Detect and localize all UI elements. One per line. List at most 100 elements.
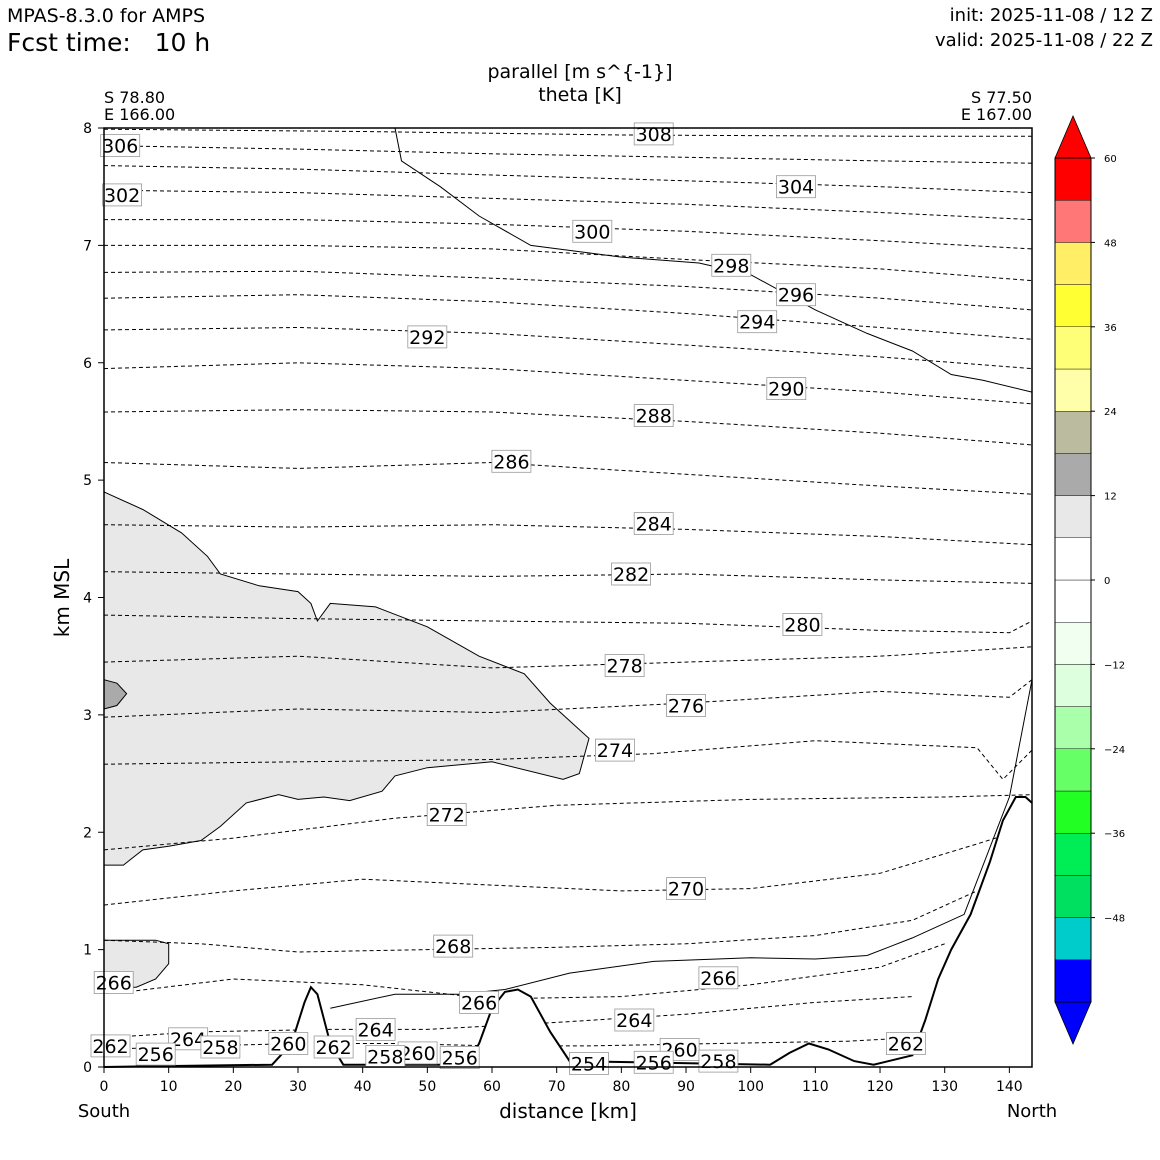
theta-label-text: 268 <box>435 936 471 958</box>
theta-label-text: 308 <box>636 124 672 146</box>
theta-label-text: 262 <box>315 1037 351 1059</box>
theta-label-text: 254 <box>571 1054 607 1076</box>
theta-contour-288 <box>103 409 1033 446</box>
theta-label: 306 <box>100 134 141 158</box>
theta-label-text: 266 <box>96 973 132 995</box>
theta-label-text: 278 <box>606 656 642 678</box>
colorbar-segment <box>1054 157 1092 201</box>
theta-contour-270 <box>103 825 1033 906</box>
theta-label: 288 <box>633 404 674 428</box>
colorbar-segment <box>1054 833 1092 876</box>
colorbar-tick-label: −48 <box>1104 914 1125 925</box>
theta-contour-304 <box>103 165 1033 194</box>
colorbar-segment <box>1054 917 1092 960</box>
y-tick-label: 7 <box>83 238 92 254</box>
theta-label-text: 256 <box>138 1044 174 1066</box>
theta-contour-294 <box>103 294 1033 340</box>
theta-label: 292 <box>407 325 448 349</box>
theta-label-text: 288 <box>636 406 672 428</box>
model-title: MPAS-8.3.0 for AMPS <box>7 5 206 27</box>
theta-label-text: 298 <box>713 255 749 277</box>
theta-label-text: 286 <box>493 451 529 473</box>
colorbar-segment <box>1054 537 1092 581</box>
theta-label: 260 <box>397 1041 438 1065</box>
theta-label-text: 296 <box>778 285 814 307</box>
colorbar-tick-label: −12 <box>1104 660 1125 671</box>
theta-label: 272 <box>426 803 467 827</box>
theta-label: 256 <box>135 1042 176 1066</box>
colorbar-over-triangle <box>1054 114 1092 159</box>
theta-contour-272 <box>103 794 1033 851</box>
theta-label: 286 <box>491 449 532 473</box>
theta-label: 294 <box>737 310 778 334</box>
theta-label-text: 270 <box>668 879 704 901</box>
forecast-time: Fcst time: 10 h <box>7 28 211 57</box>
theta-label-text: 256 <box>442 1048 478 1070</box>
colorbar: 60 48 36 24 12 0 −12 −24 −36 −48 <box>1054 114 1125 1046</box>
colorbar-tick-label: −24 <box>1104 745 1125 756</box>
theta-label: 264 <box>168 1027 209 1051</box>
theta-label-text: 266 <box>461 992 497 1014</box>
theta-contour-278 <box>103 646 1033 669</box>
theta-contour-292 <box>103 326 1033 370</box>
theta-label: 260 <box>268 1032 309 1056</box>
theta-label: 304 <box>776 175 816 199</box>
x-axis: 0 10 20 30 40 50 60 70 80 90 100 110 120 130 140 <box>100 1067 1023 1095</box>
x-tick-label: 140 <box>996 1079 1023 1095</box>
x-tick-label: 70 <box>548 1079 566 1095</box>
y-tick-label: 0 <box>83 1060 92 1076</box>
theta-label: 268 <box>433 934 474 958</box>
theta-label-text: 302 <box>104 185 140 207</box>
theta-label-text: 284 <box>636 514 672 536</box>
theta-contour-280 <box>103 614 1033 634</box>
x-tick-label: 0 <box>100 1079 109 1095</box>
colorbar-segment <box>1054 664 1092 707</box>
y-tick-label: 1 <box>83 943 92 959</box>
colorbar-under-triangle <box>1054 1001 1092 1046</box>
theta-label: 300 <box>572 219 613 243</box>
theta-label: 278 <box>604 654 645 678</box>
theta-label: 258 <box>698 1049 739 1073</box>
theta-label: 296 <box>776 283 816 307</box>
colorbar-segment <box>1054 622 1092 665</box>
colorbar-segment <box>1054 579 1092 623</box>
theta-contour-268 <box>103 890 978 953</box>
theta-label-text: 258 <box>700 1051 736 1073</box>
theta-label: 262 <box>886 1032 926 1056</box>
colorbar-tick-label: 36 <box>1104 323 1117 334</box>
theta-label-text: 258 <box>202 1037 238 1059</box>
theta-contour-274 <box>103 740 1033 781</box>
right-end-lon: E 167.00 <box>961 105 1032 124</box>
colorbar-tick-label: 60 <box>1104 154 1117 165</box>
theta-label-text: 262 <box>92 1036 128 1058</box>
theta-label: 262 <box>313 1035 354 1059</box>
theta-contour-308 <box>103 128 1032 137</box>
theta-contour-282 <box>103 571 1033 584</box>
colorbar-segment <box>1054 706 1092 749</box>
theta-label-text: 258 <box>367 1046 403 1068</box>
colorbar-segment <box>1054 959 1092 1003</box>
colorbar-tick-label: 24 <box>1104 407 1117 418</box>
y-tick-label: 4 <box>83 591 92 607</box>
theta-label: 274 <box>595 738 635 762</box>
theta-label: 256 <box>439 1046 480 1070</box>
theta-label: 290 <box>766 377 807 401</box>
theta-label-text: 282 <box>613 564 649 586</box>
wind-shading-region <box>103 491 590 866</box>
colorbar-segment <box>1054 242 1092 285</box>
theta-label: 258 <box>200 1035 241 1059</box>
colorbar-tick-label: 48 <box>1104 238 1117 249</box>
theta-contour-296 <box>103 270 1033 311</box>
theta-label: 264 <box>355 1018 396 1041</box>
y-axis-label: km MSL <box>50 558 74 637</box>
x-tick-label: 90 <box>677 1079 695 1095</box>
colorbar-segment <box>1054 748 1092 792</box>
theta-label-text: 264 <box>357 1019 393 1041</box>
theta-contour-286 <box>103 461 1033 495</box>
x-tick-label: 130 <box>931 1079 958 1095</box>
theta-label: 284 <box>633 512 674 536</box>
theta-label-text: 256 <box>636 1052 672 1074</box>
theta-label-text: 306 <box>102 136 138 158</box>
x-tick-label: 30 <box>289 1079 307 1095</box>
